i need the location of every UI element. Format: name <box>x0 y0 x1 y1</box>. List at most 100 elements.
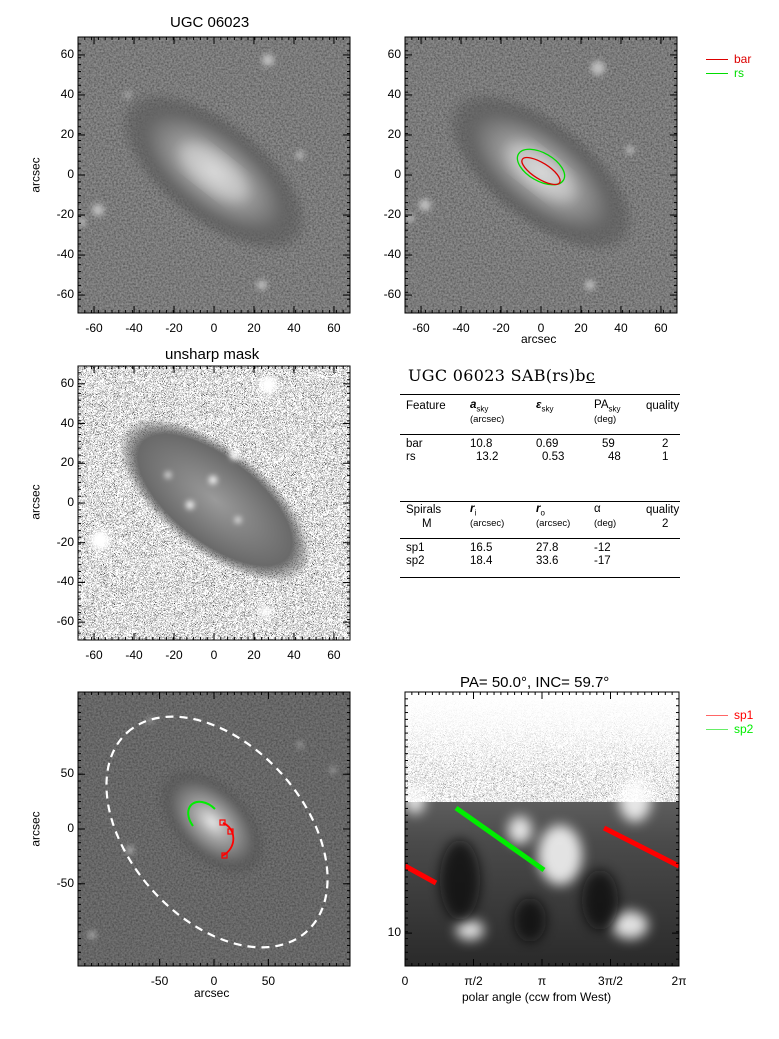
p3-ytick-label: 60 <box>60 375 74 390</box>
sp1-markers <box>219 819 234 859</box>
col-header-spirals-m: M <box>422 518 432 530</box>
table-title-main: UGC 06023 SAB(rs)b <box>408 366 586 385</box>
p2-ytick-label: 20 <box>387 126 401 141</box>
p5-xtick-label: -50 <box>150 974 169 988</box>
legend-line-sp1 <box>706 715 728 717</box>
sp2-line <box>454 805 546 873</box>
x-axis-label-6: polar angle (ccw from West) <box>462 990 612 1004</box>
p1-ytick-label: 0 <box>67 167 74 181</box>
p6-xtick-label: 3π/2 <box>598 974 623 988</box>
row-sp1-alpha: -12 <box>594 542 611 554</box>
row-bar-feature: bar <box>406 438 423 450</box>
legend-label-rs: rs <box>734 66 744 80</box>
p5-xtick-label: 0 <box>210 974 218 988</box>
col-header-ri-symbol: r <box>470 503 475 515</box>
p2-ytick-label: 40 <box>387 86 401 101</box>
p3-ytick-label: 40 <box>60 415 74 430</box>
p5-ytick-label: -50 <box>56 875 74 890</box>
p2-ytick-label: -20 <box>383 207 401 222</box>
row-sp2-ri: 18.4 <box>470 555 493 567</box>
y-axis-label-5: arcsec <box>28 811 43 847</box>
p3-ytick-label: 0 <box>67 495 74 509</box>
table-rule-3 <box>400 501 680 502</box>
col-unit-alpha: (deg) <box>594 518 617 529</box>
p1-ytick-label: 60 <box>60 46 74 61</box>
legend-label-bar: bar <box>734 52 752 66</box>
p5-ytick-label: 50 <box>60 766 74 781</box>
p1-ytick-label: -40 <box>56 247 74 262</box>
p1-xtick-label: -60 <box>85 321 103 335</box>
col-header-a-sky: asky <box>470 399 488 413</box>
table-title-tail: c <box>585 366 596 385</box>
sp1-line-right <box>602 825 679 869</box>
sp1-arc <box>221 822 235 857</box>
table-rule-2 <box>400 434 680 435</box>
col-unit-pa: (deg) <box>594 414 617 425</box>
rs-ellipse <box>516 148 566 186</box>
p2-xtick-label: -40 <box>452 321 470 335</box>
p6-xtick-label: 2π <box>671 974 687 988</box>
col-header-eps-sky: εsky <box>536 399 554 413</box>
row-bar-a: 10.8 <box>470 438 493 450</box>
p1-xtick-label: 0 <box>210 321 218 335</box>
col-header-a-symbol: a <box>470 399 477 411</box>
p6-xtick-label: 0 <box>401 974 409 988</box>
col-unit-ri: (arcsec) <box>470 518 505 529</box>
p3-xtick-label: 0 <box>210 648 218 662</box>
legend-line-rs <box>706 73 728 75</box>
table-rule-4 <box>400 538 680 539</box>
p6-xtick-label: π <box>537 974 547 988</box>
col-header-a-sub: sky <box>476 404 489 414</box>
table-rule-1 <box>400 394 680 395</box>
row-sp1-name: sp1 <box>406 542 425 554</box>
col-header-spirals: Spirals <box>406 504 442 516</box>
p3-xtick-label: -20 <box>165 648 183 662</box>
row-bar-quality: 2 <box>662 438 669 450</box>
table-title: UGC 06023 SAB(rs)bc <box>404 366 595 385</box>
table-rule-5 <box>400 577 680 578</box>
legend-item-bar: bar <box>706 52 751 66</box>
col-header-pa-sky: PAsky <box>594 399 621 413</box>
col-header-alpha: α <box>594 503 601 515</box>
col-header-quality-2-value: 2 <box>662 518 669 530</box>
row-rs-a: 13.2 <box>476 451 499 463</box>
row-sp1-ri: 16.5 <box>470 542 493 554</box>
p3-ytick-label: -20 <box>56 534 74 549</box>
p2-ytick-label: -60 <box>383 287 401 302</box>
col-header-ro-sub: o <box>540 508 545 518</box>
p3-ytick-label: -60 <box>56 614 74 629</box>
col-header-ro: ro <box>536 503 545 517</box>
col-header-quality-2: quality <box>646 504 680 516</box>
p3-xtick-label: 60 <box>327 648 341 662</box>
p3-ytick-label: 20 <box>60 455 74 470</box>
p2-xtick-label: 60 <box>654 321 668 335</box>
p3-ytick-label: -40 <box>56 574 74 589</box>
x-axis-label-5: arcsec <box>194 986 230 1000</box>
sp2-arc <box>187 800 216 827</box>
polar-image <box>405 692 679 966</box>
col-header-ro-symbol: r <box>536 503 541 515</box>
p5-ytick-label: 0 <box>67 821 74 835</box>
p5-xtick-label: 50 <box>261 974 276 988</box>
p2-xtick-label: -20 <box>492 321 510 335</box>
col-header-quality: quality <box>646 400 680 412</box>
sp1-line-left <box>405 863 438 886</box>
p2-ytick-label: 0 <box>394 167 401 181</box>
row-rs-pa: 48 <box>608 451 621 463</box>
p2-xtick-label: 0 <box>537 321 545 335</box>
y-axis-label-1: arcsec <box>28 157 43 193</box>
p1-ytick-label: -60 <box>56 287 74 302</box>
deprojected-image <box>78 692 350 966</box>
col-header-ri-sub: i <box>474 508 477 518</box>
p3-xtick-label: 20 <box>247 648 261 662</box>
col-unit-a: (arcsec) <box>470 414 505 425</box>
p2-ytick-label: -40 <box>383 247 401 262</box>
col-header-pa-sub: sky <box>608 404 621 414</box>
p1-ytick-label: 40 <box>60 86 74 101</box>
panel-title-galaxy: UGC 06023 <box>170 14 250 31</box>
p1-ytick-label: 20 <box>60 126 74 141</box>
legend-item-sp2: sp2 <box>706 722 753 736</box>
bar-ellipse <box>521 156 561 186</box>
galaxy-image <box>78 37 350 313</box>
